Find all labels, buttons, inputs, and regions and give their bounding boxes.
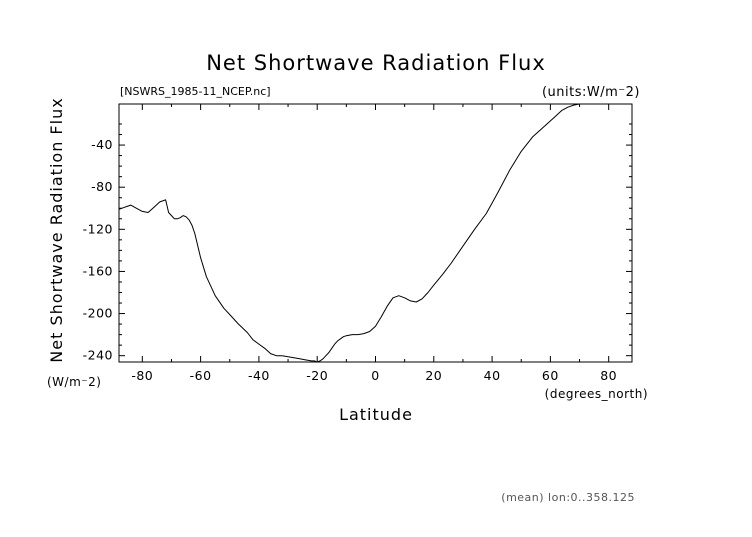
y-tick-label: -200 bbox=[83, 306, 113, 321]
footnote: (mean) lon:0..358.125 bbox=[501, 491, 635, 504]
series-layer bbox=[118, 103, 632, 363]
x-tick-label: -80 bbox=[131, 368, 153, 383]
chart-subtitle: [NSWRS_1985-11_NCEP.nc] bbox=[120, 85, 271, 98]
y-tick-label: -80 bbox=[91, 179, 113, 194]
chart-units-label: (units:W/m⁻2) bbox=[542, 85, 640, 100]
y-axis-unit: (W/m⁻2) bbox=[47, 375, 101, 389]
x-tick-label: 20 bbox=[425, 368, 442, 383]
x-tick-label: 40 bbox=[484, 368, 501, 383]
y-axis-ticks: -240 -200 -160 -120 -80 -40 bbox=[83, 137, 113, 363]
series-line bbox=[118, 103, 632, 363]
x-tick-label: -40 bbox=[248, 368, 270, 383]
x-tick-label: 0 bbox=[371, 368, 379, 383]
plot-frame bbox=[118, 103, 633, 363]
y-tick-label: -160 bbox=[83, 263, 113, 278]
y-tick-label: -240 bbox=[83, 348, 113, 363]
y-axis-label: Net Shortwave Radiation Flux bbox=[47, 97, 66, 362]
x-tick-label: -20 bbox=[306, 368, 328, 383]
x-tick-label: -60 bbox=[190, 368, 212, 383]
y-tick-label: -120 bbox=[83, 221, 113, 236]
y-tick-label: -40 bbox=[91, 137, 113, 152]
axes bbox=[118, 103, 633, 363]
x-axis-unit: (degrees_north) bbox=[545, 387, 648, 401]
x-tick-label: 80 bbox=[600, 368, 617, 383]
chart-title: Net Shortwave Radiation Flux bbox=[206, 51, 546, 75]
x-tick-label: 60 bbox=[542, 368, 559, 383]
x-axis-label: Latitude bbox=[339, 405, 413, 424]
x-axis-ticks: -80 -60 -40 -20 0 20 40 60 80 bbox=[131, 368, 617, 383]
